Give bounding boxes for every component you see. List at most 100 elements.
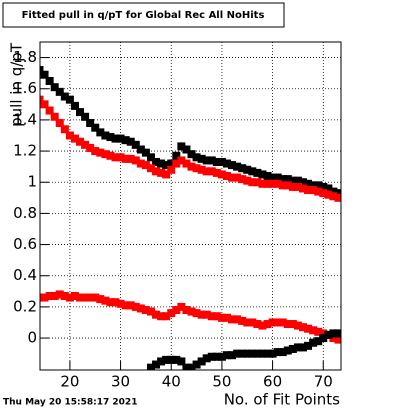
marker bbox=[167, 165, 176, 174]
marker bbox=[177, 142, 186, 151]
timestamp: Thu May 20 15:58:17 2021 bbox=[3, 398, 137, 408]
marker bbox=[60, 125, 69, 134]
marker bbox=[40, 100, 49, 109]
marker bbox=[96, 295, 105, 304]
marker bbox=[233, 162, 242, 171]
marker bbox=[192, 309, 201, 318]
marker bbox=[152, 360, 161, 369]
title-box bbox=[2, 2, 285, 28]
marker bbox=[283, 175, 292, 184]
marker bbox=[177, 357, 186, 366]
marker bbox=[293, 343, 302, 352]
marker bbox=[141, 161, 150, 170]
marker bbox=[253, 349, 262, 358]
y-tick-label: 0.2 bbox=[13, 297, 37, 315]
marker bbox=[50, 291, 59, 300]
marker bbox=[152, 167, 161, 176]
marker bbox=[121, 136, 130, 145]
marker bbox=[40, 95, 44, 104]
marker bbox=[248, 167, 257, 176]
marker bbox=[217, 157, 226, 166]
marker bbox=[101, 131, 110, 140]
marker bbox=[314, 337, 323, 346]
marker bbox=[45, 76, 54, 85]
marker bbox=[222, 351, 231, 360]
marker bbox=[304, 186, 313, 195]
x-tick-label: 40 bbox=[162, 373, 181, 391]
marker bbox=[157, 159, 166, 168]
marker bbox=[298, 343, 307, 352]
marker bbox=[81, 293, 90, 302]
marker bbox=[76, 108, 85, 117]
marker bbox=[81, 140, 90, 149]
marker bbox=[278, 175, 287, 184]
marker bbox=[293, 321, 302, 330]
marker bbox=[243, 165, 252, 174]
marker bbox=[233, 315, 242, 324]
marker bbox=[182, 306, 191, 315]
marker bbox=[212, 312, 221, 321]
marker bbox=[263, 349, 272, 358]
marker bbox=[314, 327, 323, 336]
marker bbox=[192, 164, 201, 173]
marker bbox=[70, 134, 79, 143]
y-tick-label: 0.8 bbox=[13, 204, 37, 222]
marker bbox=[157, 312, 166, 321]
marker bbox=[212, 352, 221, 361]
marker bbox=[263, 320, 272, 329]
marker bbox=[207, 156, 216, 165]
marker bbox=[243, 349, 252, 358]
markers bbox=[40, 66, 341, 370]
marker bbox=[288, 182, 297, 191]
marker bbox=[111, 153, 120, 162]
marker bbox=[319, 189, 328, 198]
y-tick-label: 0 bbox=[27, 329, 37, 347]
marker bbox=[293, 176, 302, 185]
marker bbox=[334, 335, 341, 344]
marker bbox=[106, 151, 115, 160]
marker bbox=[111, 134, 120, 143]
marker bbox=[268, 179, 277, 188]
marker bbox=[197, 357, 206, 366]
marker bbox=[212, 157, 221, 166]
marker bbox=[126, 301, 135, 310]
y-tick-label: 0.4 bbox=[13, 266, 37, 284]
marker bbox=[238, 349, 247, 358]
marker bbox=[65, 95, 74, 104]
marker bbox=[126, 137, 135, 146]
marker bbox=[207, 312, 216, 321]
marker bbox=[121, 154, 130, 163]
marker bbox=[283, 181, 292, 190]
marker bbox=[319, 334, 328, 343]
marker bbox=[268, 349, 277, 358]
marker bbox=[152, 310, 161, 319]
marker bbox=[141, 306, 150, 315]
marker bbox=[334, 193, 341, 202]
marker bbox=[187, 162, 196, 171]
marker bbox=[131, 302, 140, 311]
marker bbox=[86, 143, 95, 152]
marker bbox=[146, 307, 155, 316]
x-tick-label: 60 bbox=[263, 373, 282, 391]
marker bbox=[136, 304, 145, 313]
marker bbox=[288, 320, 297, 329]
marker bbox=[304, 324, 313, 333]
marker bbox=[298, 184, 307, 193]
marker bbox=[86, 119, 95, 128]
marker bbox=[50, 83, 59, 92]
marker bbox=[182, 363, 191, 370]
marker bbox=[319, 182, 328, 191]
marker bbox=[65, 131, 74, 140]
y-tick-label: 0.6 bbox=[13, 235, 37, 253]
marker bbox=[187, 150, 196, 159]
marker bbox=[45, 291, 54, 300]
marker bbox=[329, 329, 338, 338]
marker bbox=[298, 178, 307, 187]
marker bbox=[157, 357, 166, 366]
marker bbox=[273, 173, 282, 182]
marker bbox=[283, 346, 292, 355]
marker bbox=[192, 360, 201, 369]
marker bbox=[60, 291, 69, 300]
marker bbox=[238, 316, 247, 325]
